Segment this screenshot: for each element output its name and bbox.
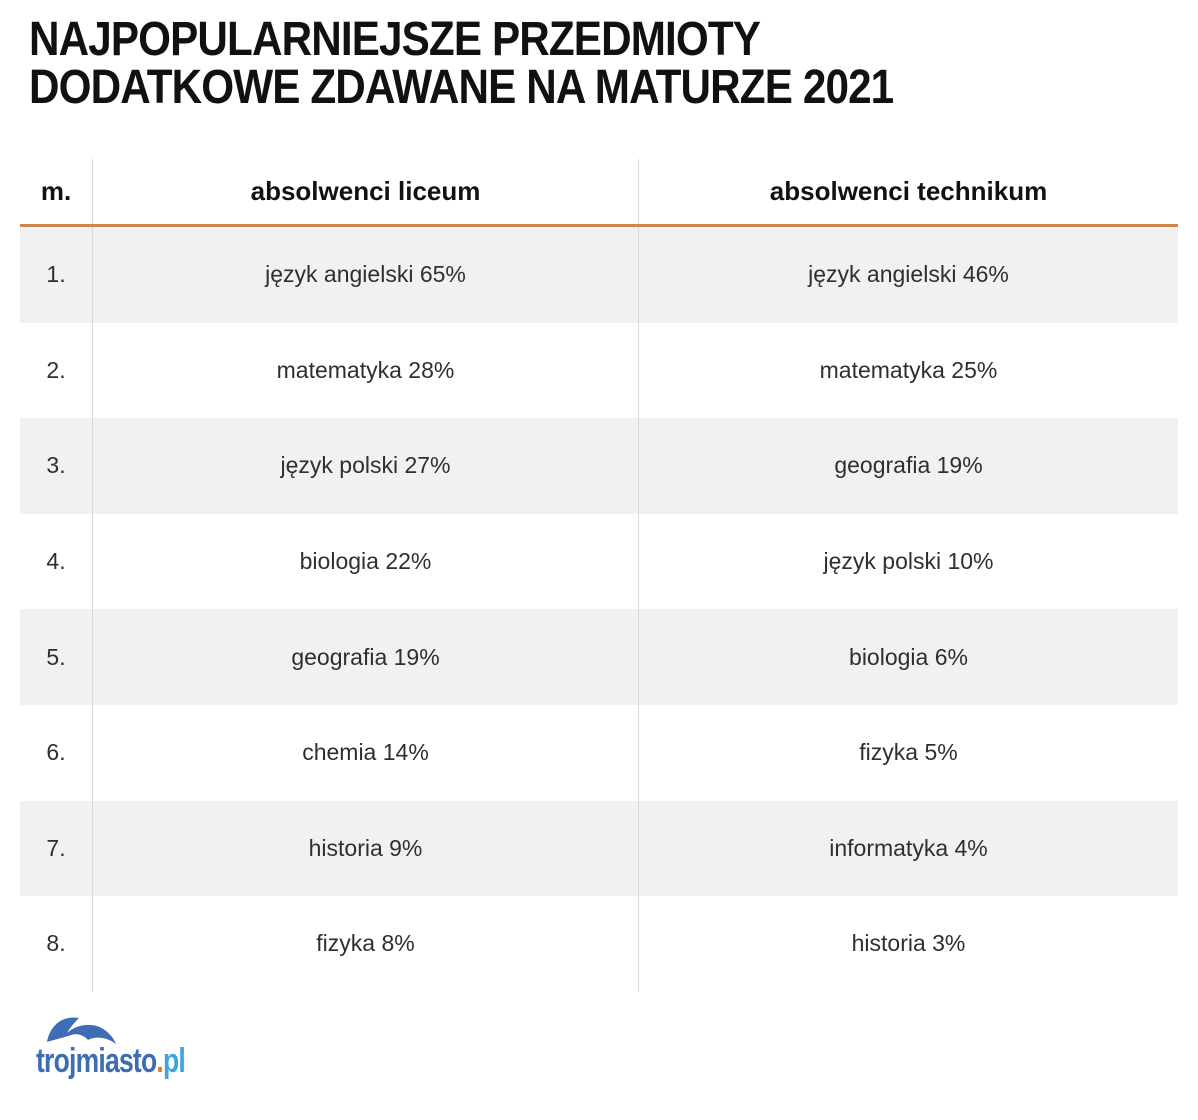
rank-cell: 5. xyxy=(46,643,66,670)
table-row: 3. język polski 27% geografia 19% xyxy=(20,418,1178,514)
table-row: 5. geografia 19% biologia 6% xyxy=(20,609,1178,705)
rank-cell: 1. xyxy=(46,261,66,288)
technikum-cell: historia 3% xyxy=(638,896,1178,992)
column-header-rank: m. xyxy=(40,176,72,206)
technikum-cell: fizyka 5% xyxy=(638,704,1178,801)
rank-cell: 7. xyxy=(46,834,66,861)
liceum-cell: chemia 14% xyxy=(92,704,638,801)
liceum-cell: historia 9% xyxy=(92,800,638,897)
liceum-cell: język polski 27% xyxy=(92,418,638,514)
technikum-cell: geografia 19% xyxy=(638,418,1178,514)
subjects-table: m. absolwenci liceum absolwenci techniku… xyxy=(20,159,1178,992)
table-header-row: m. absolwenci liceum absolwenci techniku… xyxy=(20,159,1178,227)
liceum-cell: język angielski 65% xyxy=(92,227,638,323)
column-header-liceum: absolwenci liceum xyxy=(92,159,638,224)
logo-brand: trojmiasto xyxy=(36,1042,157,1080)
logo-tld: pl xyxy=(162,1042,186,1080)
title-line-1: NAJPOPULARNIEJSZE PRZEDMIOTY xyxy=(29,13,761,66)
trojmiasto-logo: trojmiasto.pl xyxy=(36,1012,256,1081)
table-row: 8. fizyka 8% historia 3% xyxy=(20,896,1178,992)
technikum-cell: język angielski 46% xyxy=(638,227,1178,323)
infographic-title: NAJPOPULARNIEJSZE PRZEDMIOTY DODATKOWE Z… xyxy=(29,13,894,114)
technikum-cell: informatyka 4% xyxy=(638,800,1178,897)
technikum-cell: biologia 6% xyxy=(638,609,1178,705)
rank-cell: 3. xyxy=(46,452,66,479)
rank-cell: 2. xyxy=(46,356,66,383)
column-header-technikum: absolwenci technikum xyxy=(638,159,1178,224)
rank-cell: 8. xyxy=(46,930,66,957)
table-row: 1. język angielski 65% język angielski 4… xyxy=(20,227,1178,323)
logo-wordmark: trojmiasto.pl xyxy=(36,1042,208,1081)
seagull-icon xyxy=(47,1017,116,1044)
technikum-cell: język polski 10% xyxy=(638,513,1178,610)
rank-cell: 4. xyxy=(46,548,66,575)
liceum-cell: fizyka 8% xyxy=(92,896,638,992)
liceum-cell: biologia 22% xyxy=(92,513,638,610)
liceum-cell: geografia 19% xyxy=(92,609,638,705)
liceum-cell: matematyka 28% xyxy=(92,322,638,419)
rank-cell: 6. xyxy=(46,739,66,766)
table-row: 6. chemia 14% fizyka 5% xyxy=(20,704,1178,801)
logo-dot: . xyxy=(156,1042,163,1080)
title-line-2: DODATKOWE ZDAWANE NA MATURZE 2021 xyxy=(29,61,894,114)
table-row: 4. biologia 22% język polski 10% xyxy=(20,513,1178,610)
technikum-cell: matematyka 25% xyxy=(638,322,1178,419)
table-row: 7. historia 9% informatyka 4% xyxy=(20,800,1178,897)
table-row: 2. matematyka 28% matematyka 25% xyxy=(20,322,1178,419)
